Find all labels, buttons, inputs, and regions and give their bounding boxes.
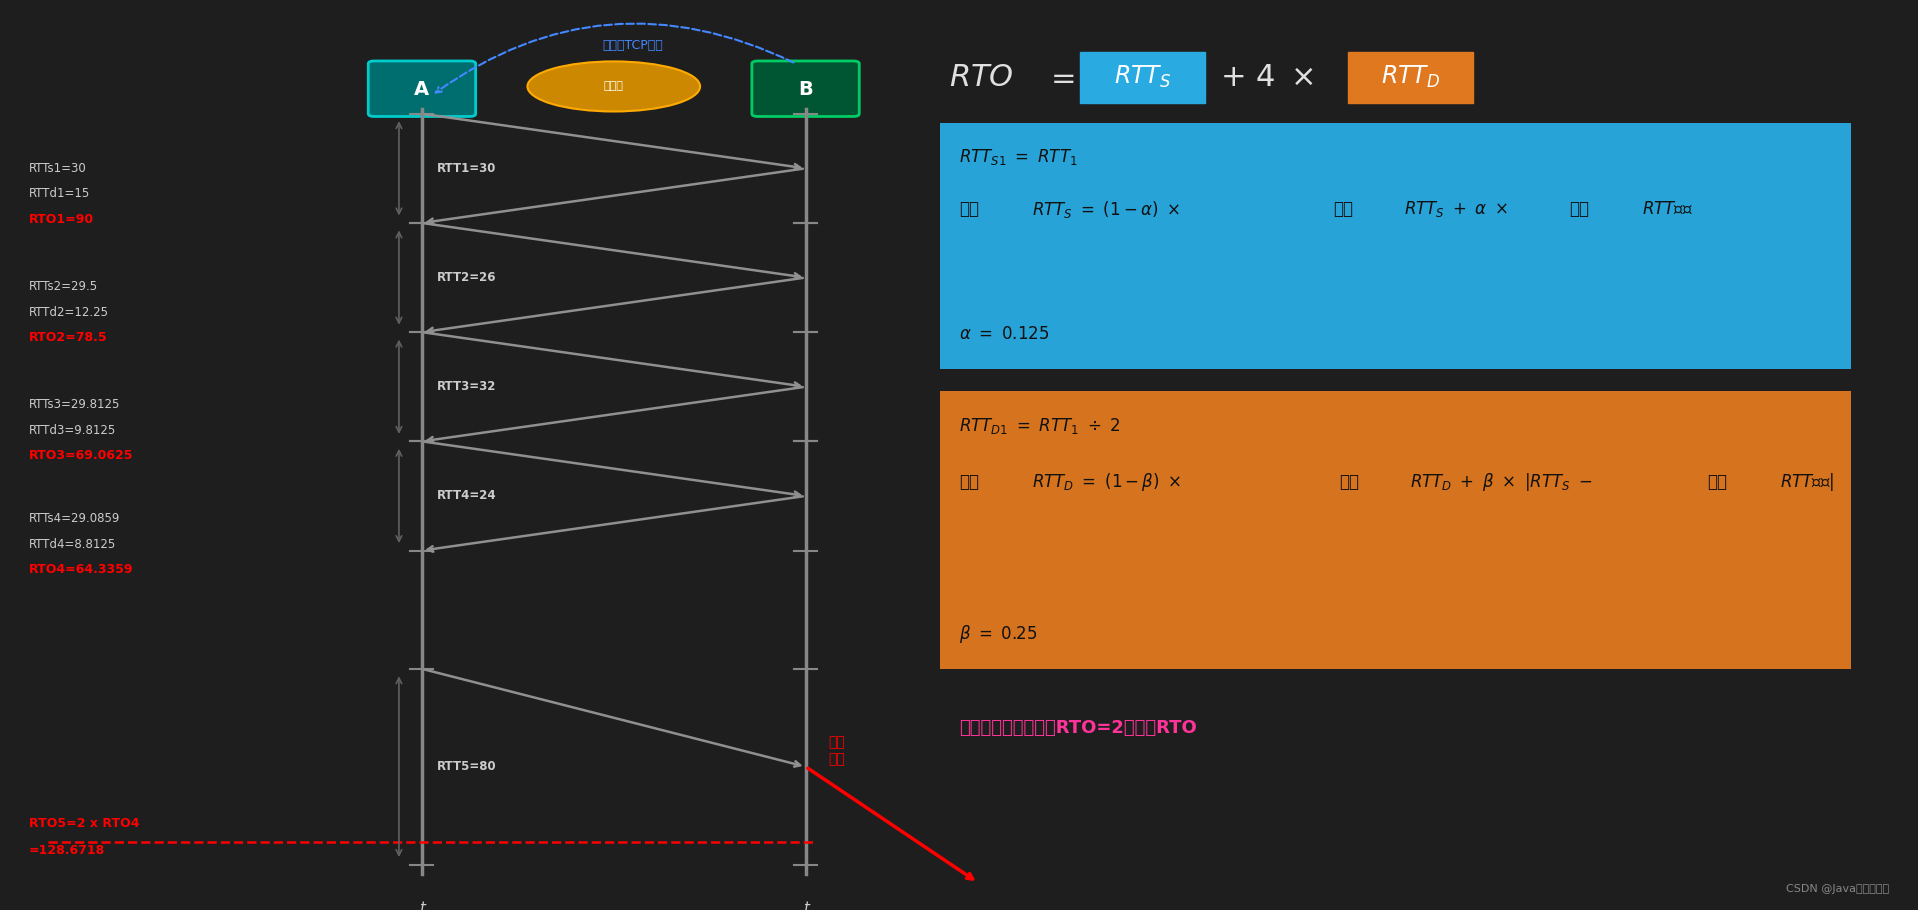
Text: RTTd1=15: RTTd1=15 (29, 187, 90, 200)
Text: =128.6718: =128.6718 (29, 844, 105, 857)
Text: 出现超时重传时，新RTO=2倍的旧RTO: 出现超时重传时，新RTO=2倍的旧RTO (959, 719, 1197, 737)
Text: 新的: 新的 (959, 200, 978, 218)
Text: $RTO$: $RTO$ (949, 63, 1015, 92)
Text: RTT2=26: RTT2=26 (437, 271, 497, 284)
Text: 新的: 新的 (959, 473, 978, 491)
Text: RTO4=64.3359: RTO4=64.3359 (29, 563, 132, 576)
Text: RTO5=2 x RTO4: RTO5=2 x RTO4 (29, 817, 140, 830)
Text: 旧的: 旧的 (1339, 473, 1358, 491)
Text: $=$: $=$ (1045, 63, 1076, 92)
Text: 旧的: 旧的 (1333, 200, 1352, 218)
Text: $RTT_{D1}\ =\ RTT_1\ \div\ 2$: $RTT_{D1}\ =\ RTT_1\ \div\ 2$ (959, 416, 1120, 436)
FancyBboxPatch shape (752, 61, 859, 116)
Text: $\alpha\ =\ 0.125$: $\alpha\ =\ 0.125$ (959, 325, 1049, 343)
Text: RTT3=32: RTT3=32 (437, 380, 497, 393)
Text: RTO1=90: RTO1=90 (29, 213, 94, 226)
Text: 新的: 新的 (1569, 200, 1588, 218)
Text: 因特网: 因特网 (604, 82, 623, 91)
Text: A: A (414, 80, 430, 98)
Text: RTO2=78.5: RTO2=78.5 (29, 331, 107, 344)
Text: $RTT$样本$|$: $RTT$样本$|$ (1780, 471, 1834, 493)
Text: B: B (798, 80, 813, 98)
Ellipse shape (527, 62, 700, 111)
Text: t: t (418, 901, 426, 910)
Text: RTTd3=9.8125: RTTd3=9.8125 (29, 424, 115, 437)
Text: $RTT_S$: $RTT_S$ (1114, 65, 1170, 90)
Text: $\beta\ =\ 0.25$: $\beta\ =\ 0.25$ (959, 623, 1038, 645)
Text: $RTT$样本: $RTT$样本 (1642, 200, 1694, 218)
Text: 超时
重传: 超时 重传 (829, 735, 846, 766)
FancyBboxPatch shape (940, 391, 1851, 669)
FancyBboxPatch shape (1080, 52, 1205, 103)
Text: RTT4=24: RTT4=24 (437, 490, 497, 502)
Text: $RTT_D$: $RTT_D$ (1381, 65, 1440, 90)
Text: RTTs1=30: RTTs1=30 (29, 162, 86, 175)
FancyBboxPatch shape (1348, 52, 1473, 103)
Text: 已建立TCP连接: 已建立TCP连接 (602, 39, 664, 52)
Text: RTT5=80: RTT5=80 (437, 760, 497, 774)
Text: RTTs2=29.5: RTTs2=29.5 (29, 280, 98, 293)
Text: RTTs4=29.0859: RTTs4=29.0859 (29, 512, 121, 525)
Text: $RTT_D\ =\ (1-\beta)\ \times$: $RTT_D\ =\ (1-\beta)\ \times$ (1032, 471, 1181, 493)
Text: $RTT_D\ +\ \beta\ \times\ |RTT_S\ -$: $RTT_D\ +\ \beta\ \times\ |RTT_S\ -$ (1410, 471, 1592, 493)
Text: $RTT_{S1}\ =\ RTT_1$: $RTT_{S1}\ =\ RTT_1$ (959, 147, 1078, 167)
Text: t: t (802, 901, 809, 910)
Text: RTO3=69.0625: RTO3=69.0625 (29, 450, 132, 462)
Text: $RTT_S\ =\ (1-\alpha)\ \times$: $RTT_S\ =\ (1-\alpha)\ \times$ (1032, 198, 1180, 220)
Text: $+\ 4\ \times$: $+\ 4\ \times$ (1220, 63, 1314, 92)
Text: RTTd4=8.8125: RTTd4=8.8125 (29, 538, 115, 551)
FancyBboxPatch shape (368, 61, 476, 116)
Text: $RTT_S\ +\ \alpha\ \times$: $RTT_S\ +\ \alpha\ \times$ (1404, 199, 1508, 219)
Text: RTTs3=29.8125: RTTs3=29.8125 (29, 399, 121, 411)
Text: 新的: 新的 (1707, 473, 1726, 491)
Text: RTTd2=12.25: RTTd2=12.25 (29, 306, 109, 318)
Text: CSDN @Java技术一点通: CSDN @Java技术一点通 (1786, 884, 1889, 894)
Text: RTT1=30: RTT1=30 (437, 162, 497, 175)
FancyBboxPatch shape (940, 123, 1851, 369)
